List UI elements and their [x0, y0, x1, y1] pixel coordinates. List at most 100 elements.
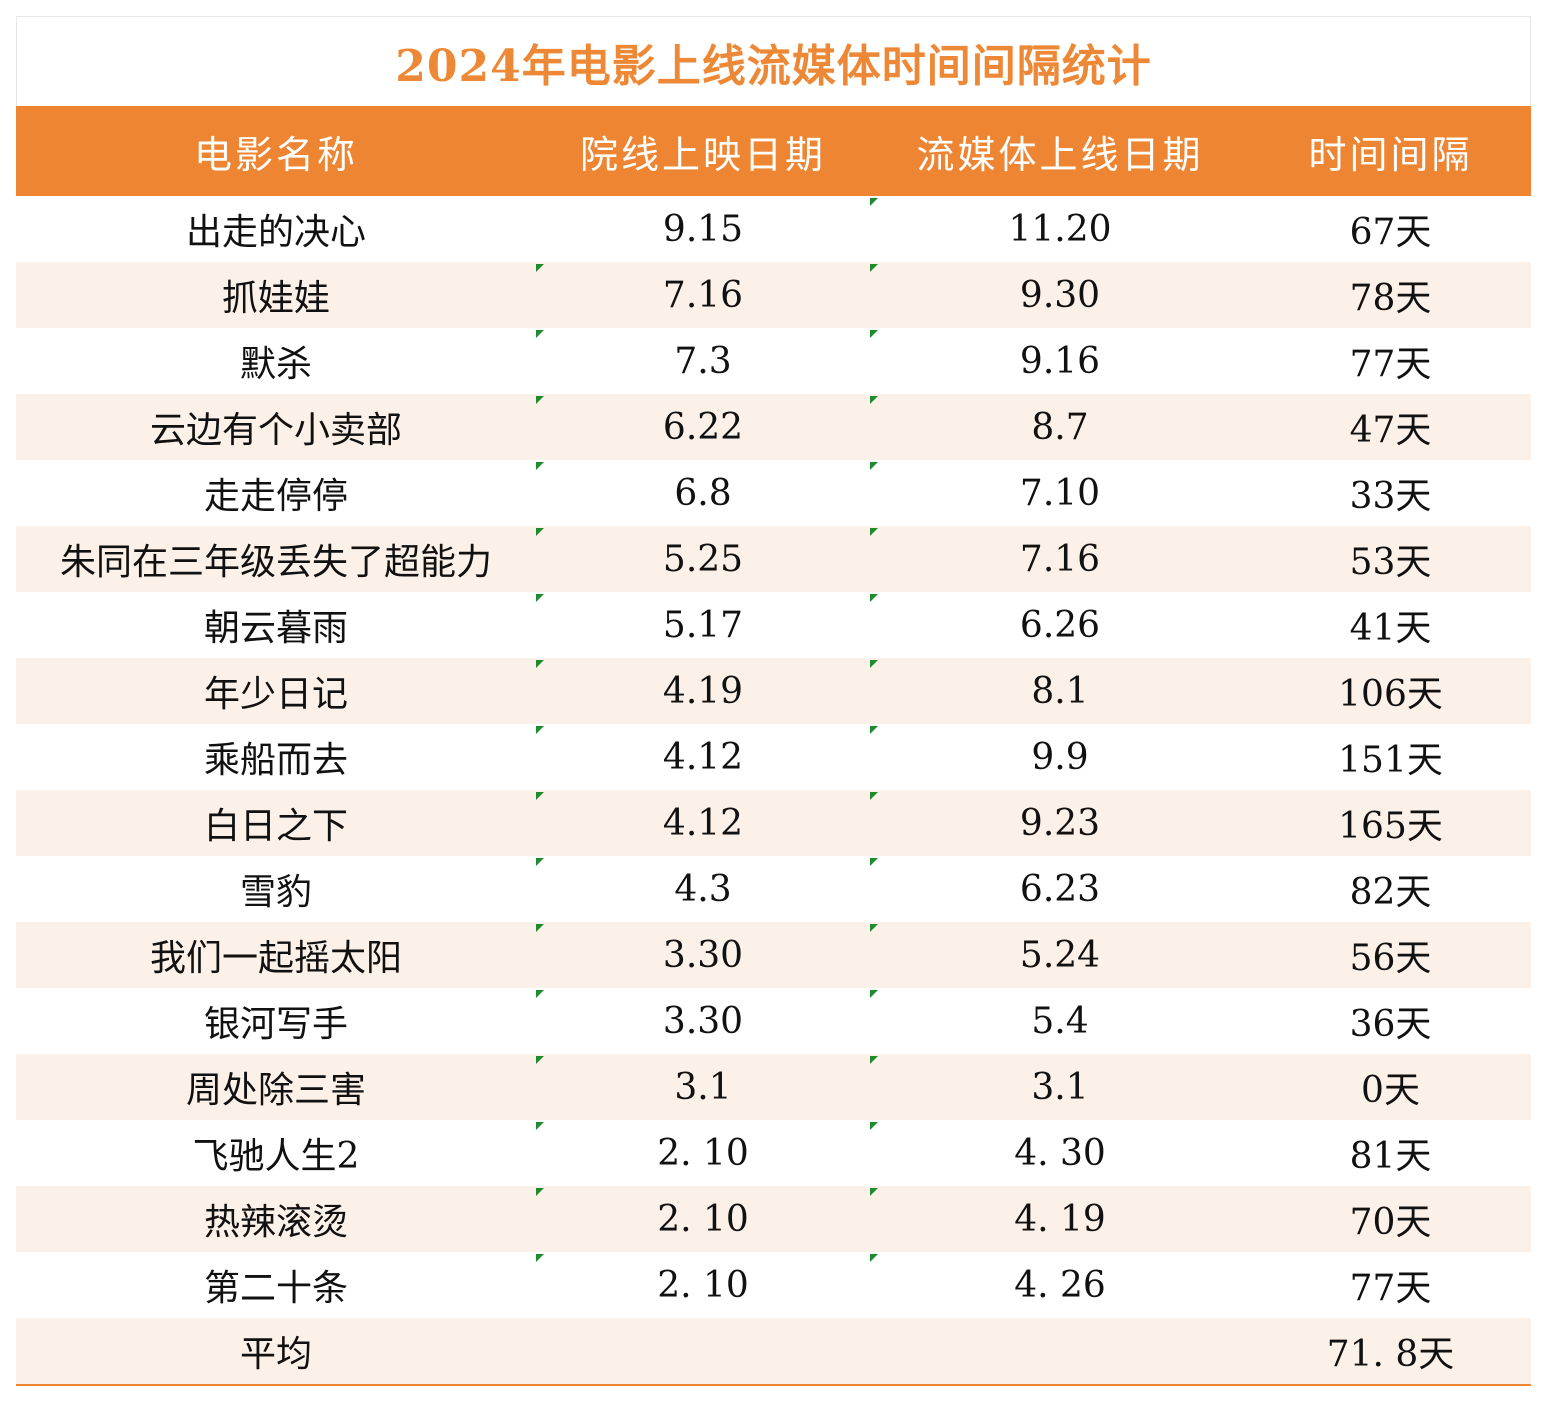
- streaming-date-cell[interactable]: 9.23: [870, 790, 1250, 856]
- text-number-warning-icon: [870, 528, 878, 536]
- table-row: 周处除三害 3.1 3.1 0天: [16, 1054, 1531, 1120]
- movie-name-cell[interactable]: 飞驰人生2: [192, 1136, 360, 1177]
- average-streaming-cell[interactable]: [870, 1318, 1250, 1384]
- theater-date-cell[interactable]: 2. 10: [536, 1120, 870, 1186]
- streaming-date-value: 9.23: [1019, 802, 1101, 844]
- gap-cell[interactable]: 67天: [1349, 212, 1432, 253]
- average-theater-cell[interactable]: [536, 1318, 870, 1384]
- text-number-warning-icon: [536, 462, 544, 470]
- streaming-date-cell[interactable]: 9.9: [870, 724, 1250, 790]
- movie-name-cell[interactable]: 白日之下: [203, 806, 348, 847]
- table-row: 雪豹 4.3 6.23 82天: [16, 856, 1531, 922]
- theater-date-value: 5.17: [662, 604, 744, 646]
- gap-cell[interactable]: 41天: [1349, 608, 1432, 649]
- gap-cell[interactable]: 106天: [1338, 674, 1443, 715]
- streaming-date-cell[interactable]: 6.23: [870, 856, 1250, 922]
- data-sheet: 2024年电影上线流媒体时间间隔统计 电影名称 院线上映日期 流媒体上线日期 时…: [16, 16, 1531, 1386]
- movie-name-cell[interactable]: 走走停停: [203, 476, 348, 517]
- theater-date-cell[interactable]: 5.25: [536, 526, 870, 592]
- text-number-warning-icon: [536, 1122, 544, 1130]
- theater-date-cell[interactable]: 3.30: [536, 988, 870, 1054]
- text-number-warning-icon: [536, 396, 544, 404]
- streaming-date-value: 9.9: [1031, 736, 1089, 778]
- movie-name-cell[interactable]: 乘船而去: [203, 740, 348, 781]
- gap-cell[interactable]: 53天: [1349, 542, 1432, 583]
- theater-date-cell[interactable]: 4.19: [536, 658, 870, 724]
- theater-date-cell[interactable]: 5.17: [536, 592, 870, 658]
- gap-cell[interactable]: 77天: [1349, 344, 1432, 385]
- table-row: 走走停停 6.8 7.10 33天: [16, 460, 1531, 526]
- streaming-date-cell[interactable]: 9.16: [870, 328, 1250, 394]
- text-number-warning-icon: [870, 396, 878, 404]
- movie-name-cell[interactable]: 银河写手: [203, 1004, 348, 1045]
- average-gap-cell[interactable]: 71. 8天: [1326, 1334, 1455, 1375]
- movie-name-cell[interactable]: 默杀: [239, 344, 312, 385]
- movie-name-cell[interactable]: 朝云暮雨: [203, 608, 348, 649]
- average-label-cell[interactable]: 平均: [239, 1334, 312, 1375]
- theater-date-cell[interactable]: 7.3: [536, 328, 870, 394]
- theater-date-cell[interactable]: 7.16: [536, 262, 870, 328]
- movie-name-cell[interactable]: 我们一起摇太阳: [149, 938, 402, 979]
- text-number-warning-icon: [536, 594, 544, 602]
- gap-cell[interactable]: 82天: [1349, 872, 1432, 913]
- movie-name-cell[interactable]: 出走的决心: [185, 212, 366, 253]
- streaming-date-cell[interactable]: 8.7: [870, 394, 1250, 460]
- table-row: 出走的决心 9.15 11.20 67天: [16, 196, 1531, 262]
- gap-cell[interactable]: 56天: [1349, 938, 1432, 979]
- table-row: 朱同在三年级丢失了超能力 5.25 7.16 53天: [16, 526, 1531, 592]
- text-number-warning-icon: [870, 858, 878, 866]
- movie-name-cell[interactable]: 抓娃娃: [221, 278, 330, 319]
- streaming-date-cell[interactable]: 4. 19: [870, 1186, 1250, 1252]
- streaming-date-cell[interactable]: 9.30: [870, 262, 1250, 328]
- streaming-date-value: 7.16: [1019, 538, 1101, 580]
- gap-cell[interactable]: 165天: [1338, 806, 1443, 847]
- movie-name-cell[interactable]: 第二十条: [203, 1268, 348, 1309]
- theater-date-cell[interactable]: 3.30: [536, 922, 870, 988]
- text-number-warning-icon: [870, 594, 878, 602]
- streaming-date-cell[interactable]: 5.24: [870, 922, 1250, 988]
- theater-date-cell[interactable]: 6.22: [536, 394, 870, 460]
- gap-cell[interactable]: 70天: [1349, 1202, 1432, 1243]
- table-title: 2024年电影上线流媒体时间间隔统计: [16, 16, 1531, 106]
- movie-name-cell[interactable]: 雪豹: [239, 872, 312, 913]
- movie-name-cell[interactable]: 朱同在三年级丢失了超能力: [59, 542, 492, 583]
- movie-name-cell[interactable]: 云边有个小卖部: [149, 410, 402, 451]
- gap-cell[interactable]: 81天: [1349, 1136, 1432, 1177]
- gap-cell[interactable]: 0天: [1361, 1070, 1420, 1111]
- theater-date-cell[interactable]: 2. 10: [536, 1186, 870, 1252]
- streaming-date-cell[interactable]: 8.1: [870, 658, 1250, 724]
- gap-cell[interactable]: 36天: [1349, 1004, 1432, 1045]
- gap-cell[interactable]: 77天: [1349, 1268, 1432, 1309]
- text-number-warning-icon: [536, 1056, 544, 1064]
- theater-date-cell[interactable]: 6.8: [536, 460, 870, 526]
- theater-date-cell[interactable]: 3.1: [536, 1054, 870, 1120]
- text-number-warning-icon: [870, 990, 878, 998]
- streaming-date-cell[interactable]: 7.10: [870, 460, 1250, 526]
- theater-date-cell[interactable]: 2. 10: [536, 1252, 870, 1318]
- streaming-date-cell[interactable]: 6.26: [870, 592, 1250, 658]
- movie-name-cell[interactable]: 周处除三害: [185, 1070, 366, 1111]
- gap-cell[interactable]: 78天: [1349, 278, 1432, 319]
- gap-cell[interactable]: 33天: [1349, 476, 1432, 517]
- theater-date-cell[interactable]: 4.3: [536, 856, 870, 922]
- streaming-date-cell[interactable]: 5.4: [870, 988, 1250, 1054]
- movie-name-cell[interactable]: 年少日记: [203, 674, 348, 715]
- streaming-date-cell[interactable]: 4. 26: [870, 1252, 1250, 1318]
- theater-date-cell[interactable]: 9.15: [662, 208, 744, 250]
- text-number-warning-icon: [870, 1122, 878, 1130]
- streaming-date-cell[interactable]: 4. 30: [870, 1120, 1250, 1186]
- streaming-date-cell[interactable]: 7.16: [870, 526, 1250, 592]
- table-row: 默杀 7.3 9.16 77天: [16, 328, 1531, 394]
- streaming-date-cell[interactable]: 11.20: [870, 196, 1250, 262]
- movie-name-cell[interactable]: 热辣滚烫: [203, 1202, 348, 1243]
- gap-cell[interactable]: 47天: [1349, 410, 1432, 451]
- theater-date-cell[interactable]: 4.12: [536, 724, 870, 790]
- streaming-date-value: 11.20: [1008, 208, 1112, 250]
- text-number-warning-icon: [536, 924, 544, 932]
- streaming-date-value: 5.4: [1031, 1000, 1089, 1042]
- text-number-warning-icon: [870, 1254, 878, 1262]
- streaming-date-value: 8.7: [1031, 406, 1089, 448]
- theater-date-cell[interactable]: 4.12: [536, 790, 870, 856]
- gap-cell[interactable]: 151天: [1338, 740, 1443, 781]
- streaming-date-cell[interactable]: 3.1: [870, 1054, 1250, 1120]
